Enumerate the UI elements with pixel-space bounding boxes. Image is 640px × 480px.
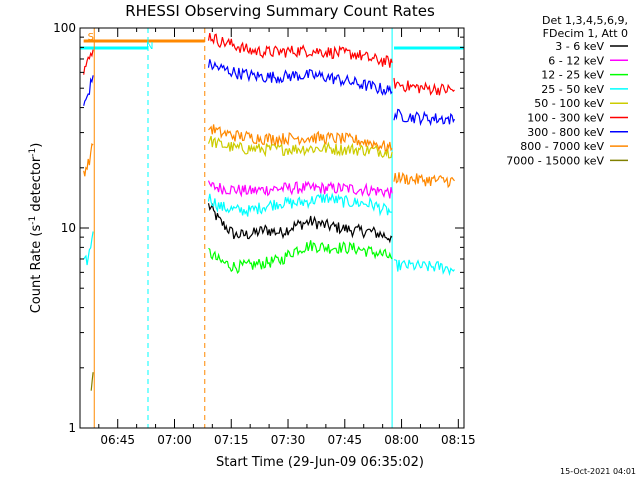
y-axis-label: Count Rate (s-1 detector-1) (28, 143, 44, 314)
series-line (393, 171, 455, 189)
series-line (207, 192, 393, 217)
series-line (207, 59, 393, 96)
y-tick-label: 10 (61, 221, 76, 235)
series-line (83, 231, 94, 266)
x-tick-label: 08:00 (384, 433, 419, 447)
legend-entry-label: 6 - 12 keV (548, 54, 604, 67)
series-line (83, 75, 94, 106)
x-axis-label: Start Time (29-Jun-09 06:35:02) (216, 455, 424, 470)
series-line (90, 372, 94, 391)
legend-entry-label: 50 - 100 keV (534, 97, 604, 110)
x-tick-label: 06:45 (100, 433, 135, 447)
flag-label: N (146, 41, 153, 52)
series-line (208, 124, 393, 152)
footer-timestamp: 15-Oct-2021 04:01 (560, 467, 636, 476)
legend-entry-label: 800 - 7000 keV (520, 140, 604, 153)
x-tick-label: 08:15 (441, 433, 476, 447)
y-axis-label-main: Count Rate (s (29, 225, 44, 314)
flag-label: S (88, 32, 94, 43)
legend-entry-label: 7000 - 15000 keV (506, 154, 604, 167)
y-axis-label-mid: detector (29, 156, 44, 216)
flag-bars: SN (80, 32, 464, 52)
x-tick-label: 07:15 (214, 433, 249, 447)
legend-header: Det 1,3,4,5,6,9, (542, 14, 628, 27)
legend-entry-label: 12 - 25 keV (541, 69, 604, 82)
series-line (207, 32, 393, 68)
y-axis-ticks: 1 10 100 (53, 21, 464, 435)
series-group (83, 32, 456, 391)
legend-entry-label: 3 - 6 keV (555, 40, 604, 53)
x-tick-label: 07:45 (327, 433, 362, 447)
x-tick-label: 07:00 (157, 433, 192, 447)
legend-entry-label: 300 - 800 keV (527, 126, 604, 139)
y-axis-label-end: ) (29, 143, 44, 148)
chart-title: RHESSI Observing Summary Count Rates (125, 2, 435, 20)
x-tick-label: 07:30 (271, 433, 306, 447)
legend: Det 1,3,4,5,6,9,FDecim 1, Att 03 - 6 keV… (506, 14, 628, 167)
series-line (207, 135, 393, 159)
series-line (393, 259, 455, 277)
y-tick-label: 1 (68, 421, 76, 435)
series-line (83, 143, 94, 177)
legend-entry-label: 25 - 50 keV (541, 83, 604, 96)
y-tick-label: 100 (53, 21, 76, 35)
y-axis-label-sup1: -1 (28, 216, 38, 225)
series-line (393, 108, 456, 127)
y-axis-label-sup2: -1 (28, 148, 38, 157)
series-line (393, 77, 455, 96)
x-axis-ticks: 06:45 07:00 07:15 07:30 07:45 08:00 08:15 (98, 28, 476, 447)
legend-entry-label: 100 - 300 keV (527, 112, 604, 125)
series-line (208, 240, 393, 275)
series-line (83, 49, 94, 75)
legend-header: FDecim 1, Att 0 (543, 27, 628, 40)
series-line (207, 202, 393, 244)
series-line (207, 180, 393, 199)
